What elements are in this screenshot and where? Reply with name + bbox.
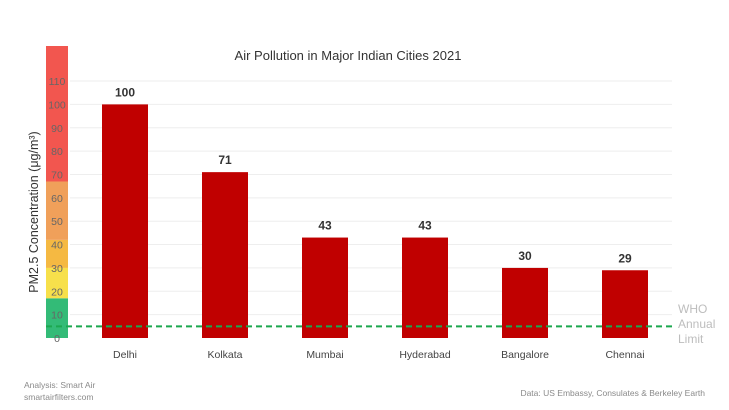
- y-tick-label: 0: [54, 333, 60, 345]
- y-tick-label: 20: [51, 286, 63, 298]
- y-tick-label: 110: [49, 76, 66, 88]
- y-tick-label: 10: [51, 310, 63, 322]
- y-tick-label: 30: [51, 263, 63, 275]
- chart-title: Air Pollution in Major Indian Cities 202…: [235, 48, 462, 63]
- bar: [602, 270, 648, 338]
- bar: [502, 267, 548, 338]
- category-label: Hyderabad: [399, 349, 451, 361]
- value-label: 29: [618, 251, 632, 265]
- bar: [402, 237, 448, 338]
- who-label-line: Annual: [678, 317, 715, 331]
- data-source: Data: US Embassy, Consulates & Berkeley …: [520, 388, 705, 398]
- y-tick-label: 60: [51, 193, 63, 205]
- gridlines: [70, 80, 672, 316]
- y-axis-ticks: 0 10 20 30 40 50 60 70 80 90 100 110: [48, 76, 66, 345]
- bar: [202, 172, 248, 338]
- category-label: Kolkata: [207, 349, 242, 361]
- value-label: 71: [218, 153, 232, 167]
- category-label: Bangalore: [501, 349, 549, 361]
- y-tick-label: 70: [51, 169, 63, 181]
- category-label: Delhi: [113, 349, 137, 361]
- severity-band: [46, 267, 68, 299]
- severity-band: [46, 181, 68, 240]
- category-label: Mumbai: [306, 349, 343, 361]
- value-label: 30: [518, 249, 532, 263]
- severity-band: [46, 239, 68, 268]
- severity-band: [46, 298, 68, 338]
- analysis-credit: Analysis: Smart Air: [24, 380, 96, 390]
- who-label-line: Limit: [678, 332, 704, 346]
- bar: [302, 237, 348, 338]
- website-credit: smartairfilters.com: [24, 392, 94, 402]
- y-tick-label: 80: [51, 146, 63, 158]
- category-label: Chennai: [605, 349, 644, 361]
- footer-attribution: Analysis: Smart Air smartairfilters.com: [24, 379, 95, 403]
- data-labels: 100 71 43 43 30 29: [115, 85, 632, 265]
- value-label: 100: [115, 85, 135, 99]
- x-axis-labels: Delhi Kolkata Mumbai Hyderabad Bangalore Chen…: [113, 349, 645, 361]
- who-label-line: WHO: [678, 302, 707, 316]
- bar: [102, 104, 148, 339]
- y-tick-label: 100: [48, 99, 66, 111]
- y-tick-label: 40: [51, 240, 63, 252]
- severity-color-scale: [46, 46, 68, 338]
- y-tick-label: 50: [51, 216, 63, 228]
- y-axis-label: PM2.5 Concentration (μg/m³): [27, 131, 41, 292]
- value-label: 43: [418, 219, 432, 233]
- value-label: 43: [318, 219, 332, 233]
- severity-band: [46, 46, 68, 182]
- y-tick-label: 90: [51, 123, 63, 135]
- bars: [102, 104, 648, 339]
